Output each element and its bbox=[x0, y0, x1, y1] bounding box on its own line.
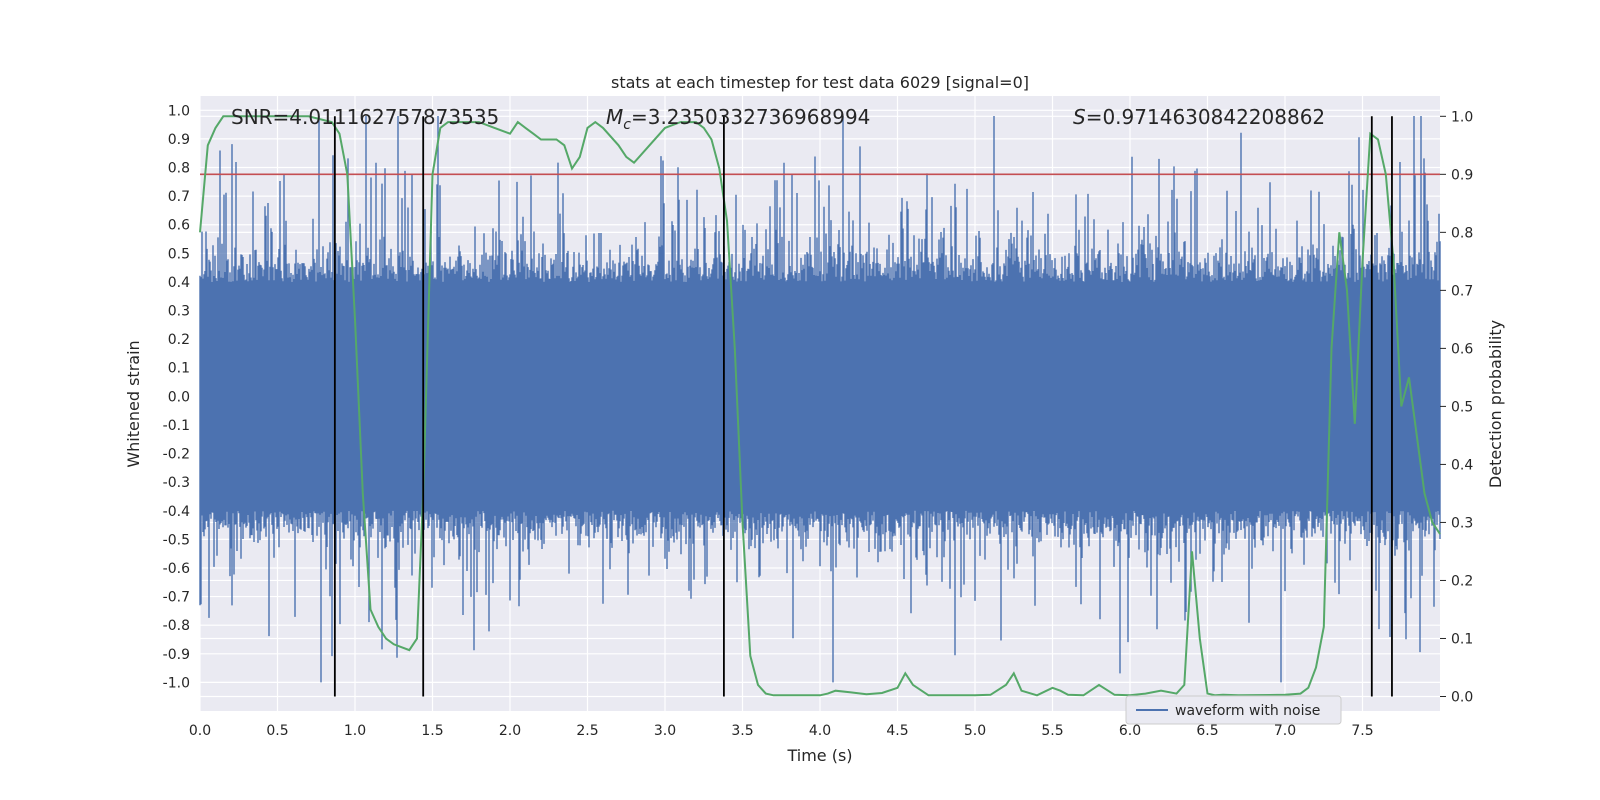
x-axis-label: Time (s) bbox=[786, 746, 852, 765]
y-right-tick-label: 0.2 bbox=[1451, 573, 1473, 589]
x-tick-label: 2.5 bbox=[576, 723, 598, 739]
detection-probability-line bbox=[199, 115, 1441, 697]
legend-label: waveform with noise bbox=[1175, 703, 1320, 719]
mc-value: =3.2350332736968994 bbox=[631, 105, 870, 129]
x-tick-label: 0.0 bbox=[189, 723, 211, 739]
y-right-tick-label: 0.6 bbox=[1451, 341, 1473, 357]
y-right-tick-label: 0.0 bbox=[1451, 689, 1473, 705]
x-tick-label: 1.0 bbox=[344, 723, 366, 739]
y-right-tick-label: 0.9 bbox=[1451, 167, 1473, 183]
x-tick-label: 7.0 bbox=[1274, 723, 1296, 739]
y-left-tick-label: -0.8 bbox=[163, 618, 190, 634]
y-right-tick-label: 1.0 bbox=[1451, 109, 1473, 125]
y-left-tick-label: 0.3 bbox=[168, 304, 190, 320]
x-tick-label: 7.5 bbox=[1351, 723, 1373, 739]
y-left-tick-label: 0.5 bbox=[168, 246, 190, 262]
mc-symbol: M bbox=[606, 105, 623, 129]
y-left-tick-label: -0.2 bbox=[163, 447, 190, 463]
vertical-lines bbox=[333, 116, 1393, 697]
x-tick-label: 5.0 bbox=[964, 723, 986, 739]
waveform-with-noise-line bbox=[199, 116, 1441, 683]
y-left-tick-label: 0.7 bbox=[168, 189, 190, 205]
x-tick-label: 1.5 bbox=[421, 723, 443, 739]
x-axis-ticks: 0.0 0.5 1.0 1.5 2.0 2.5 3.0 3.5 4.0 4.5 5.0 5.5 6.0 6… bbox=[189, 723, 1374, 739]
x-tick-label: 2.0 bbox=[499, 723, 521, 739]
s-value: =0.9714630842208862 bbox=[1086, 105, 1325, 129]
y-left-tick-label: 1.0 bbox=[168, 103, 190, 119]
x-tick-label: 4.5 bbox=[886, 723, 908, 739]
y-right-tick-label: 0.5 bbox=[1451, 399, 1473, 415]
y-left-tick-label: -0.3 bbox=[163, 475, 190, 491]
y-left-tick-label: 0.6 bbox=[168, 218, 190, 234]
probability-series bbox=[199, 115, 1441, 697]
snr-annotation: SNR=4.011162757873535 bbox=[231, 105, 499, 129]
y-axis-right-label: Detection probability bbox=[1486, 320, 1505, 488]
y-left-tick-label: 0.0 bbox=[168, 389, 190, 405]
x-tick-label: 5.5 bbox=[1041, 723, 1063, 739]
y-right-tick-label: 0.1 bbox=[1451, 631, 1473, 647]
y-left-tick-label: -0.9 bbox=[163, 647, 190, 663]
right-axis-ticks: 1.0 0.9 0.8 0.7 0.6 0.5 0.4 0.3 0.2 0.1 0.0 bbox=[1440, 109, 1473, 705]
y-left-tick-label: -0.6 bbox=[163, 561, 190, 577]
y-right-tick-label: 0.3 bbox=[1451, 515, 1473, 531]
y-right-tick-label: 0.4 bbox=[1451, 457, 1473, 473]
mc-subscript: c bbox=[623, 117, 631, 133]
chart-title: stats at each timestep for test data 602… bbox=[611, 73, 1029, 92]
x-tick-label: 6.0 bbox=[1119, 723, 1141, 739]
left-axis-ticks: 1.0 0.9 0.8 0.7 0.6 0.5 0.4 0.3 0.2 0.1 0.0 -0.1 -0.… bbox=[163, 103, 190, 691]
x-tick-label: 4.0 bbox=[809, 723, 831, 739]
y-left-tick-label: -0.4 bbox=[163, 504, 190, 520]
x-tick-label: 0.5 bbox=[266, 723, 288, 739]
y-left-tick-label: 0.9 bbox=[168, 132, 190, 148]
s-annotation: S=0.9714630842208862 bbox=[1073, 105, 1325, 129]
s-symbol: S bbox=[1073, 105, 1086, 129]
legend-box bbox=[1125, 695, 1342, 725]
x-tick-label: 3.0 bbox=[654, 723, 676, 739]
y-left-tick-label: 0.2 bbox=[168, 332, 190, 348]
y-left-tick-label: 0.1 bbox=[168, 361, 190, 377]
y-left-tick-label: -1.0 bbox=[163, 675, 190, 691]
y-left-tick-label: 0.4 bbox=[168, 275, 190, 291]
y-axis-left-label: Whitened strain bbox=[124, 340, 143, 467]
x-tick-label: 6.5 bbox=[1196, 723, 1218, 739]
waveform-series bbox=[199, 116, 1441, 683]
chirp-mass-annotation: Mc=3.2350332736968994 bbox=[606, 105, 870, 133]
y-left-tick-label: -0.7 bbox=[163, 590, 190, 606]
y-right-tick-label: 0.7 bbox=[1451, 283, 1473, 299]
y-left-tick-label: 0.8 bbox=[168, 161, 190, 177]
y-left-tick-label: -0.5 bbox=[163, 532, 190, 548]
legend: waveform with noise bbox=[1125, 695, 1342, 725]
y-left-tick-label: -0.1 bbox=[163, 418, 190, 434]
y-right-tick-label: 0.8 bbox=[1451, 225, 1473, 241]
x-tick-label: 3.5 bbox=[731, 723, 753, 739]
